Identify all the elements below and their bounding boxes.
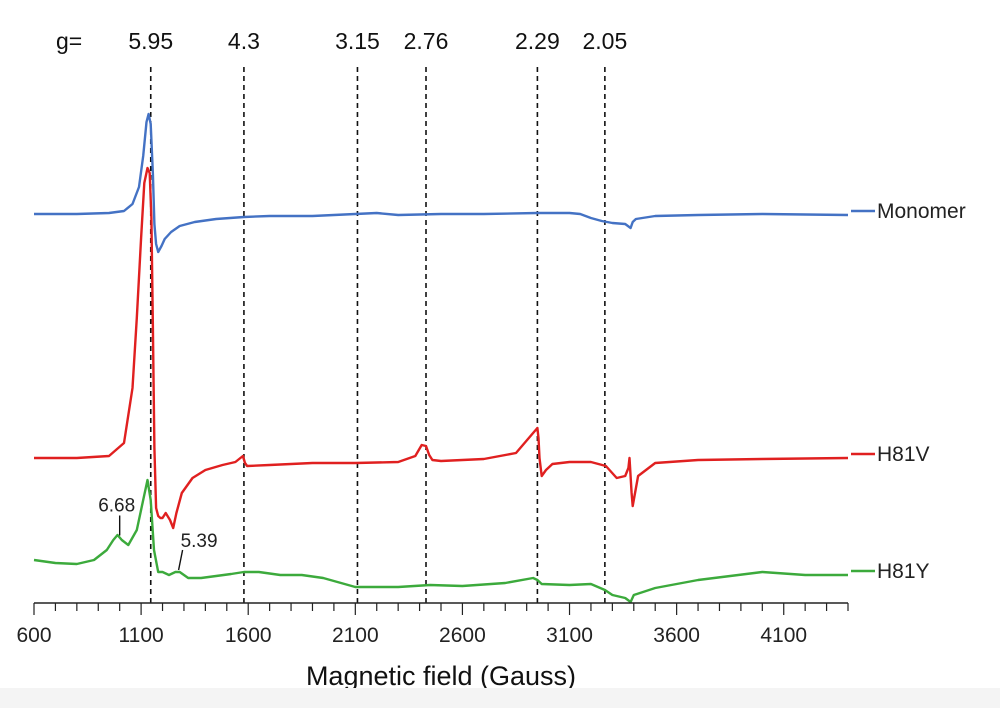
annotation-leader — [177, 549, 184, 571]
x-tick-label: 600 — [16, 624, 51, 647]
g-value-label: 2.29 — [515, 28, 560, 54]
g-value-label: 2.76 — [404, 28, 449, 54]
x-tick-label: 1600 — [225, 624, 272, 647]
x-axis-label: Magnetic field (Gauss) — [306, 661, 576, 691]
g-value-guide-lines — [149, 67, 606, 603]
x-tick-label: 3600 — [653, 624, 700, 647]
x-tick-label: 4100 — [760, 624, 807, 647]
g-value-label: 3.15 — [335, 28, 380, 54]
g-prefix-label: g= — [56, 28, 82, 54]
annotations: 6.68 5.39 — [98, 496, 218, 571]
bottom-band — [0, 688, 1000, 708]
legend: Monomer H81V H81Y — [851, 200, 966, 583]
series-line-monomer — [34, 112, 849, 254]
legend-label-h81v: H81V — [877, 443, 930, 466]
x-tick-label: 1100 — [119, 624, 164, 647]
g-value-labels: g= 5.95 4.3 3.15 2.76 2.29 2.05 — [56, 28, 627, 54]
g-value-label: 5.95 — [128, 28, 173, 54]
g-value-label: 2.05 — [582, 28, 627, 54]
legend-label-monomer: Monomer — [877, 200, 966, 223]
x-tick-label: 2600 — [439, 624, 486, 647]
series-traces — [33, 112, 849, 604]
series-line-h81y — [33, 478, 848, 604]
annotation-label: 5.39 — [181, 531, 218, 552]
g-value-label: 4.3 — [228, 28, 260, 54]
legend-label-h81y: H81Y — [877, 560, 930, 583]
x-tick-label: 3100 — [546, 624, 593, 647]
annotation-label: 6.68 — [98, 496, 135, 517]
series-line-h81v — [34, 166, 849, 530]
x-axis: 600 1100 1600 2100 2600 3100 3600 4100 — [16, 602, 849, 647]
x-tick-label: 2100 — [332, 624, 379, 647]
